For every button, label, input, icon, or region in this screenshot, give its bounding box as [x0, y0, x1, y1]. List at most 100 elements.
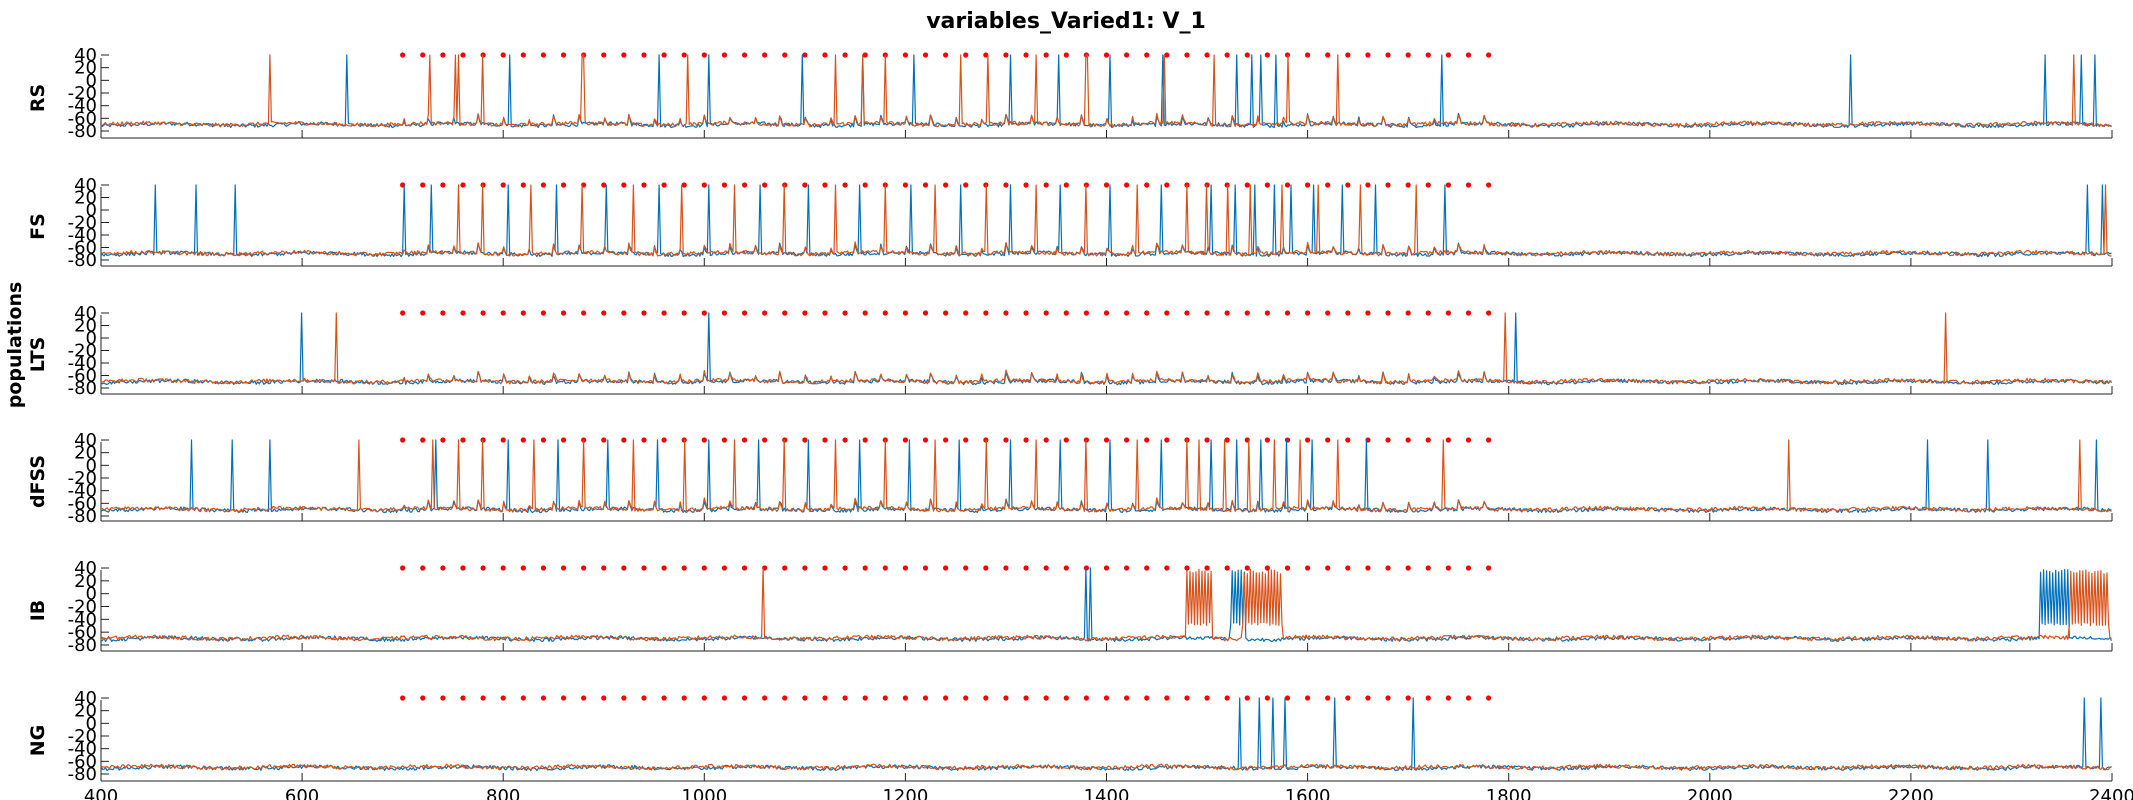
- y-tick-label: 0: [86, 713, 97, 734]
- stim-marker: [963, 52, 969, 58]
- stim-marker: [641, 182, 647, 188]
- stim-marker: [420, 182, 426, 188]
- stim-marker: [842, 565, 848, 571]
- stim-marker: [822, 437, 828, 443]
- stim-marker: [1365, 695, 1371, 701]
- stim-marker: [1043, 437, 1049, 443]
- y-tick-label: -60: [68, 493, 97, 514]
- stim-marker: [1144, 437, 1150, 443]
- stim-marker: [500, 52, 506, 58]
- y-tick-label: 0: [86, 455, 97, 476]
- stim-marker: [1365, 565, 1371, 571]
- stim-marker: [943, 310, 949, 316]
- stim-marker: [1385, 565, 1391, 571]
- stim-marker: [1043, 310, 1049, 316]
- stim-marker: [1184, 695, 1190, 701]
- stim-marker: [601, 182, 607, 188]
- stim-marker: [842, 182, 848, 188]
- stim-marker: [1124, 695, 1130, 701]
- stim-marker: [500, 565, 506, 571]
- stim-marker: [1325, 182, 1331, 188]
- stim-marker: [983, 310, 989, 316]
- stim-marker: [500, 182, 506, 188]
- y-tick-label: -20: [68, 597, 97, 618]
- stim-marker: [1425, 565, 1431, 571]
- y-tick-label: 0: [86, 584, 97, 605]
- stim-marker: [1164, 565, 1170, 571]
- stim-marker: [1224, 437, 1230, 443]
- stim-marker: [1284, 565, 1291, 571]
- stim-marker: [1365, 182, 1371, 188]
- stim-marker: [963, 695, 969, 701]
- y-tick-label: 40: [74, 688, 97, 709]
- stim-marker: [822, 565, 828, 571]
- stim-marker: [902, 310, 909, 316]
- stim-marker: [842, 52, 848, 58]
- stim-marker: [862, 310, 868, 316]
- stim-marker: [1425, 310, 1431, 316]
- stim-marker: [520, 182, 526, 188]
- stim-marker: [581, 565, 587, 571]
- y-tick-label: -20: [68, 468, 97, 489]
- stim-marker: [621, 437, 627, 443]
- stim-marker: [1425, 52, 1431, 58]
- y-tick-label: 20: [74, 571, 97, 592]
- stim-marker: [540, 182, 547, 188]
- stim-marker: [1485, 437, 1492, 443]
- stim-marker: [1063, 310, 1069, 316]
- stim-marker: [862, 182, 868, 188]
- x-tick-label: 400: [84, 786, 118, 800]
- stim-marker: [721, 52, 728, 58]
- y-tick-label: -80: [68, 250, 97, 271]
- stim-marker: [741, 437, 748, 443]
- y-tick-label: -60: [68, 622, 97, 643]
- stim-marker: [1405, 695, 1411, 701]
- stim-marker: [1345, 437, 1351, 443]
- stim-marker: [862, 695, 868, 701]
- stim-marker: [1465, 437, 1472, 443]
- stim-marker: [581, 695, 587, 701]
- stim-marker: [1023, 565, 1029, 571]
- stim-marker: [721, 310, 728, 316]
- stim-marker: [842, 695, 848, 701]
- stim-marker: [1204, 310, 1210, 316]
- stim-marker: [480, 310, 486, 316]
- stim-marker: [902, 695, 909, 701]
- stim-marker: [661, 182, 667, 188]
- stim-marker: [621, 695, 627, 701]
- stim-marker: [1305, 310, 1311, 316]
- y-tick-label: 0: [86, 328, 97, 349]
- stim-marker: [902, 565, 909, 571]
- stim-marker: [400, 695, 406, 701]
- stim-marker: [420, 695, 426, 701]
- y-tick-label: -40: [68, 481, 97, 502]
- stim-marker: [661, 310, 667, 316]
- stim-marker: [1244, 182, 1250, 188]
- stim-marker: [1305, 437, 1311, 443]
- stim-marker: [943, 695, 949, 701]
- stim-marker: [1284, 695, 1291, 701]
- stim-marker: [822, 182, 828, 188]
- stim-marker: [1043, 695, 1049, 701]
- trace-dfss-blue: [100, 439, 2112, 514]
- stim-marker: [440, 695, 446, 701]
- stim-marker: [1204, 565, 1210, 571]
- y-tick-label: -40: [68, 739, 97, 760]
- stim-marker: [1043, 565, 1049, 571]
- stim-marker: [1345, 695, 1351, 701]
- stim-marker: [862, 52, 868, 58]
- stim-marker: [802, 52, 808, 58]
- stim-marker: [802, 437, 808, 443]
- stim-marker: [460, 310, 466, 316]
- stim-marker: [1305, 52, 1311, 58]
- stim-marker: [440, 437, 446, 443]
- stim-marker: [1023, 695, 1029, 701]
- stim-marker: [681, 52, 687, 58]
- panel-label-lts: LTS: [27, 337, 49, 373]
- stim-marker: [500, 437, 506, 443]
- y-tick-label: -80: [68, 378, 97, 399]
- stim-marker: [440, 52, 446, 58]
- stim-marker: [1204, 695, 1210, 701]
- stim-marker: [1445, 182, 1451, 188]
- y-tick-label: -60: [68, 366, 97, 387]
